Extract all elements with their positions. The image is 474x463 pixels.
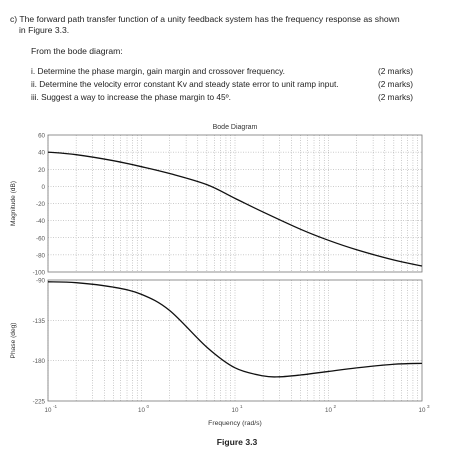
phase-ytick-label: -135	[33, 318, 46, 325]
phase-ytick-label: -180	[33, 358, 46, 365]
question-intro-line1: c) The forward path transfer function of…	[10, 14, 400, 24]
question-intro-line2: in Figure 3.3.	[19, 25, 70, 35]
question-sub: From the bode diagram:	[31, 46, 123, 56]
task-1-marks: (2 marks)	[378, 66, 414, 76]
magnitude-ytick-label: -20	[36, 201, 46, 208]
xtick-exponent: 1	[240, 404, 243, 409]
figure-caption: Figure 3.3	[216, 437, 258, 447]
task-2-marks: (2 marks)	[378, 79, 414, 89]
xtick-exponent: -1	[53, 404, 58, 409]
xtick-label: 10	[232, 407, 239, 414]
xlabel: Frequency (rad/s)	[208, 420, 262, 427]
magnitude-series-line	[47, 151, 423, 267]
xtick-label: 10	[138, 407, 145, 414]
task-1-label: i. Determine the phase margin, gain marg…	[31, 66, 285, 76]
magnitude-title: Bode Diagram	[213, 124, 258, 131]
phase-frame	[47, 279, 423, 402]
magnitude-ylabel: Magnitude (dB)	[10, 181, 17, 226]
magnitude-ytick-label: -60	[36, 235, 46, 242]
xtick-label: 10	[45, 407, 52, 414]
xtick-exponent: 0	[147, 404, 150, 409]
question-intro: c) The forward path transfer function of…	[10, 14, 455, 36]
magnitude-ytick-label: 0	[42, 184, 46, 191]
magnitude-frame	[47, 134, 423, 273]
magnitude-ytick-label: 20	[38, 167, 45, 174]
phase-series-line	[47, 281, 423, 378]
task-3-label: iii. Suggest a way to increase the phase…	[31, 92, 231, 102]
magnitude-panel: 60 40 20 0 -20 -40 -60 -80 -100 Magnitude (dB) Bod…	[10, 124, 423, 277]
magnitude-ytick-label: 40	[38, 150, 45, 157]
xtick-label: 10	[419, 407, 426, 414]
task-3-marks: (2 marks)	[378, 92, 414, 102]
xtick-label: 10	[325, 407, 332, 414]
phase-ytick-label: -225	[33, 399, 46, 406]
xtick-exponent: 2	[334, 404, 337, 409]
phase-ylabel: Phase (deg)	[10, 323, 17, 359]
magnitude-ytick-label: -40	[36, 218, 46, 225]
phase-ytick-label: -90	[36, 278, 46, 285]
magnitude-ytick-label: 60	[38, 133, 45, 140]
xtick-exponent: 3	[427, 404, 430, 409]
magnitude-ytick-label: -80	[36, 252, 46, 259]
magnitude-ytick-label: -100	[33, 270, 46, 277]
task-2-label: ii. Determine the velocity error constan…	[31, 79, 339, 89]
